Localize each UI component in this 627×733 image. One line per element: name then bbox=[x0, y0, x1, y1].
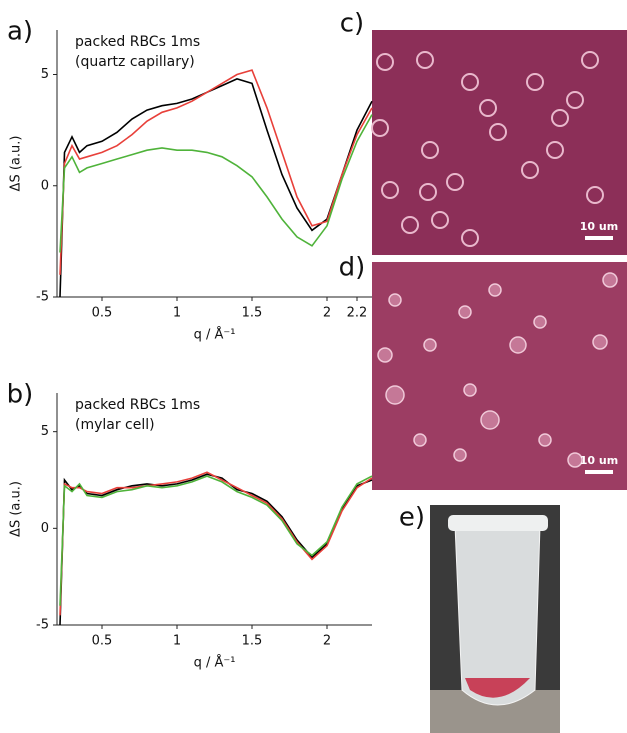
scale-bar bbox=[585, 470, 613, 474]
x-tick-label: 2 bbox=[323, 306, 331, 321]
panel-label: d) bbox=[339, 253, 366, 283]
y-tick-label: 0 bbox=[41, 521, 49, 536]
chart-subtitle: (quartz capillary) bbox=[75, 54, 195, 70]
y-tick-label: -5 bbox=[36, 290, 49, 305]
cells-d bbox=[377, 272, 618, 468]
x-tick-label: 0.5 bbox=[92, 634, 113, 649]
x-tick-label: 1 bbox=[173, 634, 181, 649]
x-tick-label: 1.5 bbox=[242, 306, 263, 321]
tube-sample bbox=[465, 678, 530, 698]
scale-bar-label: 10 um bbox=[580, 454, 618, 467]
x-tick-label: 2 bbox=[323, 634, 331, 649]
micrograph-d bbox=[372, 262, 627, 490]
panel-label: e) bbox=[399, 503, 425, 533]
y-tick-label: 0 bbox=[41, 178, 49, 193]
x-tick-label: 1 bbox=[173, 306, 181, 321]
chart-title: packed RBCs 1ms bbox=[75, 34, 200, 50]
data-line bbox=[59, 78, 373, 298]
chart-subtitle: (mylar cell) bbox=[75, 417, 155, 433]
chart-title: packed RBCs 1ms bbox=[75, 397, 200, 413]
x-tick-label: 2.2 bbox=[347, 306, 368, 321]
x-axis-label: q / Å⁻¹ bbox=[194, 327, 236, 343]
scale-bar bbox=[585, 236, 613, 240]
tube bbox=[454, 524, 541, 706]
y-axis-label: ΔS (a.u.) bbox=[9, 136, 24, 192]
data-line bbox=[59, 471, 373, 616]
data-line bbox=[59, 475, 373, 606]
x-tick-label: 1.5 bbox=[242, 634, 263, 649]
x-axis-label: q / Å⁻¹ bbox=[194, 655, 236, 671]
cells-c bbox=[371, 51, 604, 247]
y-axis-label: ΔS (a.u.) bbox=[9, 481, 24, 537]
tube-cap bbox=[448, 515, 548, 531]
y-tick-label: 5 bbox=[41, 424, 49, 439]
x-tick-label: 0.5 bbox=[92, 306, 113, 321]
data-line bbox=[59, 114, 373, 253]
y-tick-label: 5 bbox=[41, 67, 49, 82]
y-tick-label: -5 bbox=[36, 618, 49, 633]
data-line bbox=[59, 473, 373, 626]
panel-label: b) bbox=[7, 380, 34, 410]
panel-label: c) bbox=[340, 9, 364, 39]
panel-label: a) bbox=[7, 17, 33, 47]
scale-bar-label: 10 um bbox=[580, 220, 618, 233]
data-line bbox=[59, 69, 373, 275]
